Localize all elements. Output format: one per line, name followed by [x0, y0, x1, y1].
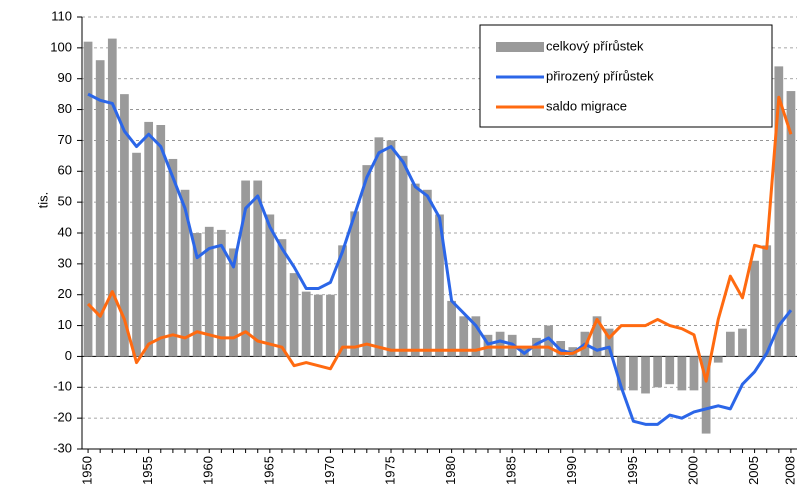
bar [544, 325, 553, 357]
y-tick-label: -10 [53, 379, 72, 394]
bar [313, 294, 323, 357]
y-tick-label: 110 [51, 8, 72, 23]
x-tick-label: 1985 [504, 456, 519, 485]
x-tick-label: 1995 [625, 456, 640, 485]
y-tick-label: -20 [53, 410, 72, 425]
x-tick-label: 2005 [746, 456, 761, 485]
bar [95, 60, 105, 357]
bar [362, 165, 372, 357]
bar [665, 356, 675, 385]
bar [265, 214, 275, 357]
bar [423, 189, 432, 357]
bar [168, 158, 178, 357]
bar [495, 331, 505, 357]
bar [204, 226, 214, 357]
x-tick-label: 1965 [261, 456, 276, 485]
bar [338, 245, 347, 357]
y-tick-label: 100 [50, 39, 72, 54]
bar [592, 316, 602, 357]
bar [107, 38, 117, 357]
bar [471, 316, 481, 357]
bar [604, 328, 614, 357]
x-tick-label: 2000 [685, 456, 700, 485]
bar [738, 328, 747, 357]
legend-label: přirozený přírůstek [546, 68, 654, 83]
legend-swatch [496, 42, 544, 52]
line [86, 95, 793, 383]
bar [374, 137, 384, 357]
bar [641, 356, 650, 394]
y-tick-label: 0 [65, 348, 72, 363]
bar [277, 239, 287, 357]
bar [616, 356, 626, 391]
bar [483, 334, 493, 357]
bar [132, 152, 141, 357]
y-tick-label: 60 [58, 163, 72, 178]
y-axis-label: tis. [35, 192, 50, 209]
x-tick-label: 1960 [201, 456, 216, 485]
bar [725, 331, 735, 357]
y-tick-label: 80 [58, 101, 72, 116]
x-tick-label: 1950 [79, 456, 94, 485]
bar [120, 94, 129, 357]
bar [762, 245, 772, 357]
bar [750, 260, 759, 357]
x-tick-label: 1980 [443, 456, 458, 485]
bar [713, 356, 723, 363]
bar [677, 356, 687, 391]
x-tick-label: 1990 [564, 456, 579, 485]
bar [217, 229, 226, 357]
bar [180, 189, 190, 357]
bar [774, 66, 784, 357]
y-tick-label: 30 [58, 255, 72, 270]
bar [459, 316, 469, 357]
bar [83, 41, 93, 357]
bar [435, 214, 444, 357]
x-tick-label: 1955 [140, 456, 155, 485]
x-tick-label: 1970 [322, 456, 337, 485]
y-tick-label: -30 [53, 440, 72, 455]
bar [350, 211, 360, 357]
y-tick-label: 20 [58, 286, 72, 301]
bar [629, 356, 638, 391]
y-tick-label: 90 [58, 70, 72, 85]
y-tick-label: 70 [58, 132, 72, 147]
x-tick-label: 2008 [782, 456, 797, 485]
bar [289, 273, 299, 357]
bar [301, 291, 311, 357]
y-tick-label: 40 [58, 224, 72, 239]
bar [192, 233, 202, 357]
x-tick-label: 1975 [382, 456, 397, 485]
bar [653, 356, 662, 388]
bar [398, 155, 408, 357]
bar [386, 140, 396, 357]
bar [689, 356, 699, 391]
legend-label: saldo migrace [546, 98, 627, 113]
legend-label: celkový přírůstek [546, 38, 644, 53]
bar [410, 183, 420, 357]
y-tick-label: 10 [58, 317, 72, 332]
line [87, 92, 793, 426]
bar [229, 248, 238, 357]
bar [156, 125, 166, 357]
bar [144, 121, 154, 357]
bar [326, 294, 335, 357]
bar [253, 180, 263, 357]
bar [241, 180, 250, 357]
y-tick-label: 50 [58, 194, 72, 209]
bar [447, 300, 456, 357]
bar [701, 356, 711, 434]
bar [786, 91, 796, 357]
